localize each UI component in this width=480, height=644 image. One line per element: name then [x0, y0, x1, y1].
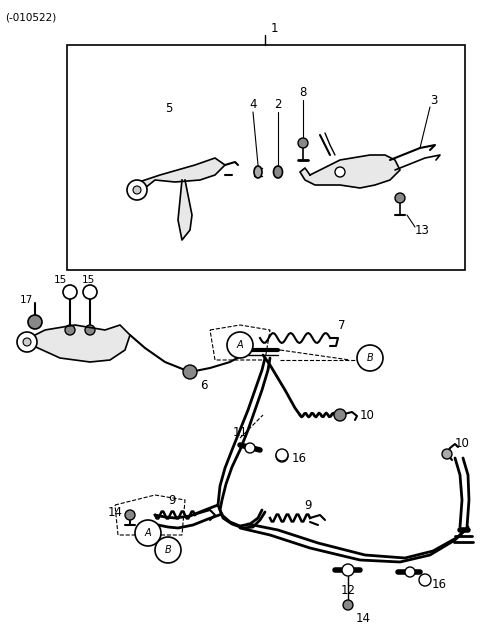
Circle shape — [83, 285, 97, 299]
Text: B: B — [367, 353, 373, 363]
Text: 12: 12 — [340, 583, 356, 596]
Circle shape — [357, 345, 383, 371]
Text: 11: 11 — [232, 426, 248, 439]
Text: 15: 15 — [53, 275, 67, 285]
Circle shape — [155, 537, 181, 563]
Circle shape — [28, 315, 42, 329]
Circle shape — [85, 325, 95, 335]
Text: 16: 16 — [292, 451, 307, 464]
Text: 2: 2 — [274, 97, 282, 111]
Circle shape — [125, 510, 135, 520]
Text: B: B — [165, 545, 171, 555]
Circle shape — [276, 450, 288, 462]
Text: 7: 7 — [338, 319, 346, 332]
Circle shape — [135, 520, 161, 546]
Circle shape — [298, 138, 308, 148]
Circle shape — [334, 409, 346, 421]
Circle shape — [245, 443, 255, 453]
Text: 9: 9 — [304, 498, 312, 511]
Polygon shape — [300, 155, 400, 188]
Bar — [67, 45, 465, 270]
Text: 4: 4 — [249, 97, 257, 111]
Circle shape — [395, 193, 405, 203]
Text: A: A — [144, 528, 151, 538]
Text: 17: 17 — [20, 295, 33, 305]
Text: 9: 9 — [168, 493, 176, 506]
Circle shape — [17, 332, 37, 352]
Circle shape — [419, 574, 431, 586]
Text: 14: 14 — [356, 612, 371, 625]
Text: A: A — [237, 340, 243, 350]
Ellipse shape — [254, 166, 262, 178]
Circle shape — [183, 365, 197, 379]
Circle shape — [227, 332, 253, 358]
Ellipse shape — [274, 166, 283, 178]
Circle shape — [405, 567, 415, 577]
Text: 3: 3 — [430, 93, 437, 106]
Circle shape — [133, 186, 141, 194]
Text: 5: 5 — [165, 102, 172, 115]
Circle shape — [23, 338, 31, 346]
Circle shape — [442, 449, 452, 459]
Text: 14: 14 — [108, 506, 123, 518]
Circle shape — [342, 564, 354, 576]
Text: (-010522): (-010522) — [5, 12, 56, 22]
Text: 6: 6 — [200, 379, 207, 392]
Circle shape — [276, 449, 288, 461]
Circle shape — [335, 167, 345, 177]
Circle shape — [65, 325, 75, 335]
Circle shape — [63, 285, 77, 299]
Circle shape — [127, 180, 147, 200]
Text: 15: 15 — [82, 275, 95, 285]
Text: 8: 8 — [300, 86, 307, 99]
Polygon shape — [130, 158, 225, 198]
Polygon shape — [20, 325, 130, 362]
Text: 10: 10 — [455, 437, 470, 450]
Text: 13: 13 — [415, 223, 430, 236]
Polygon shape — [178, 180, 192, 240]
Text: 1: 1 — [271, 21, 278, 35]
Text: 16: 16 — [432, 578, 447, 591]
Circle shape — [343, 600, 353, 610]
Text: 10: 10 — [360, 408, 375, 422]
